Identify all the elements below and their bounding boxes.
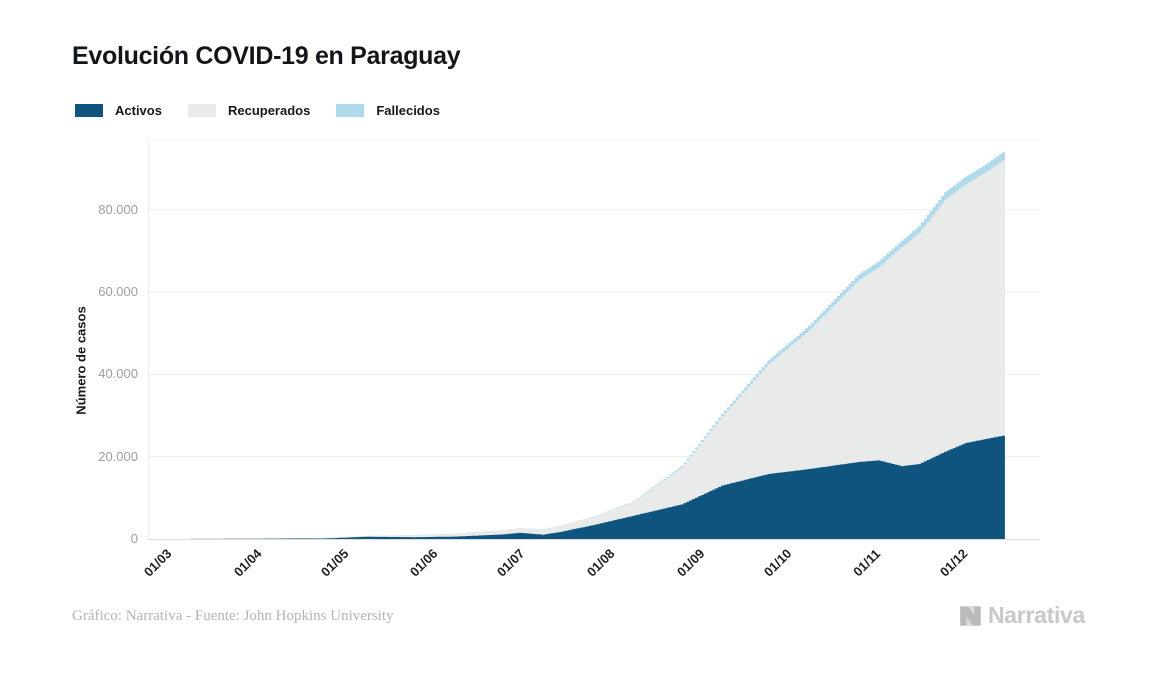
narrativa-logo-icon: [960, 605, 981, 626]
y-tick-label: 0: [130, 531, 138, 546]
y-tick-label: 40.000: [98, 366, 138, 382]
y-tick-label: 80.000: [98, 201, 138, 217]
legend-item-recuperados: Recuperados: [187, 103, 311, 118]
footer-credit: Gráfico: Narrativa - Fuente: John Hopkin…: [72, 608, 394, 624]
legend-item-fallecidos: Fallecidos: [336, 103, 440, 118]
legend-swatch: [187, 104, 216, 117]
narrativa-logo-text: Narrativa: [988, 602, 1086, 628]
series-recuperados: [148, 160, 1005, 539]
legend-swatch: [336, 104, 365, 117]
legend: Activos Recuperados Fallecidos: [75, 103, 440, 118]
legend-label: Recuperados: [227, 103, 311, 118]
y-tick-label: 60.000: [98, 284, 138, 300]
y-axis-title: Número de casos: [73, 306, 89, 415]
page-title: Evolución COVID-19 en Paraguay: [72, 42, 461, 70]
narrativa-logo: Narrativa: [958, 602, 1085, 629]
legend-label: Fallecidos: [376, 103, 440, 118]
legend-label: Activos: [115, 103, 162, 118]
y-tick-label: 20.000: [98, 448, 138, 464]
legend-item-activos: Activos: [75, 103, 162, 118]
legend-swatch: [75, 104, 103, 117]
series-activos: [148, 435, 1005, 539]
